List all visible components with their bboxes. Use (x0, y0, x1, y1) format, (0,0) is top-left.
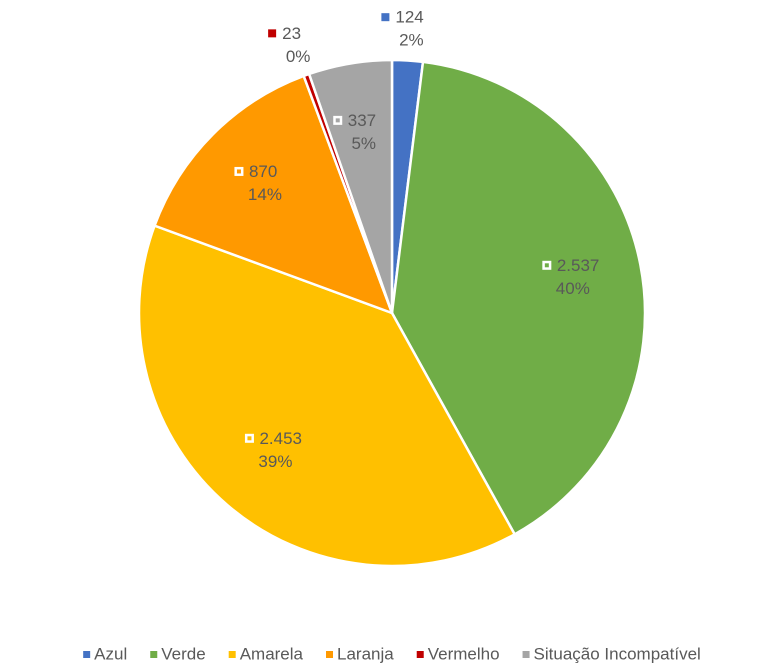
label-marker (268, 29, 277, 38)
legend-label: Situação Incompatível (534, 644, 701, 663)
label-marker-inner (236, 169, 241, 174)
label-marker-inner (335, 118, 340, 123)
label-marker-inner (247, 436, 252, 441)
percent-label: 14% (248, 185, 282, 204)
value-label: 2.537 (557, 256, 600, 275)
legend-label: Laranja (337, 644, 394, 663)
percent-label: 40% (556, 279, 590, 298)
legend-label: Vermelho (428, 644, 500, 663)
value-label: 23 (282, 24, 301, 43)
pie-slice (390, 60, 647, 536)
legend-label: Verde (161, 644, 205, 663)
pie-slice (137, 224, 517, 568)
legend-label: Amarela (240, 644, 304, 663)
percent-label: 0% (286, 47, 311, 66)
label-marker-inner (544, 263, 549, 268)
value-label: 2.453 (259, 429, 302, 448)
pie-slice (152, 74, 395, 316)
legend-swatch (416, 651, 424, 658)
legend-swatch (150, 651, 158, 658)
pie-slice (307, 58, 394, 314)
value-label: 124 (395, 8, 423, 27)
legend-label: Azul (94, 644, 127, 663)
percent-label: 39% (258, 452, 292, 471)
legend-swatch (326, 651, 334, 658)
label-marker (381, 13, 390, 22)
value-label: 870 (249, 162, 277, 181)
percent-label: 2% (399, 31, 424, 50)
legend-swatch (228, 651, 236, 658)
legend-swatch (83, 651, 91, 658)
legend-swatch (522, 651, 530, 658)
percent-label: 5% (351, 134, 376, 153)
value-label: 337 (348, 111, 376, 130)
